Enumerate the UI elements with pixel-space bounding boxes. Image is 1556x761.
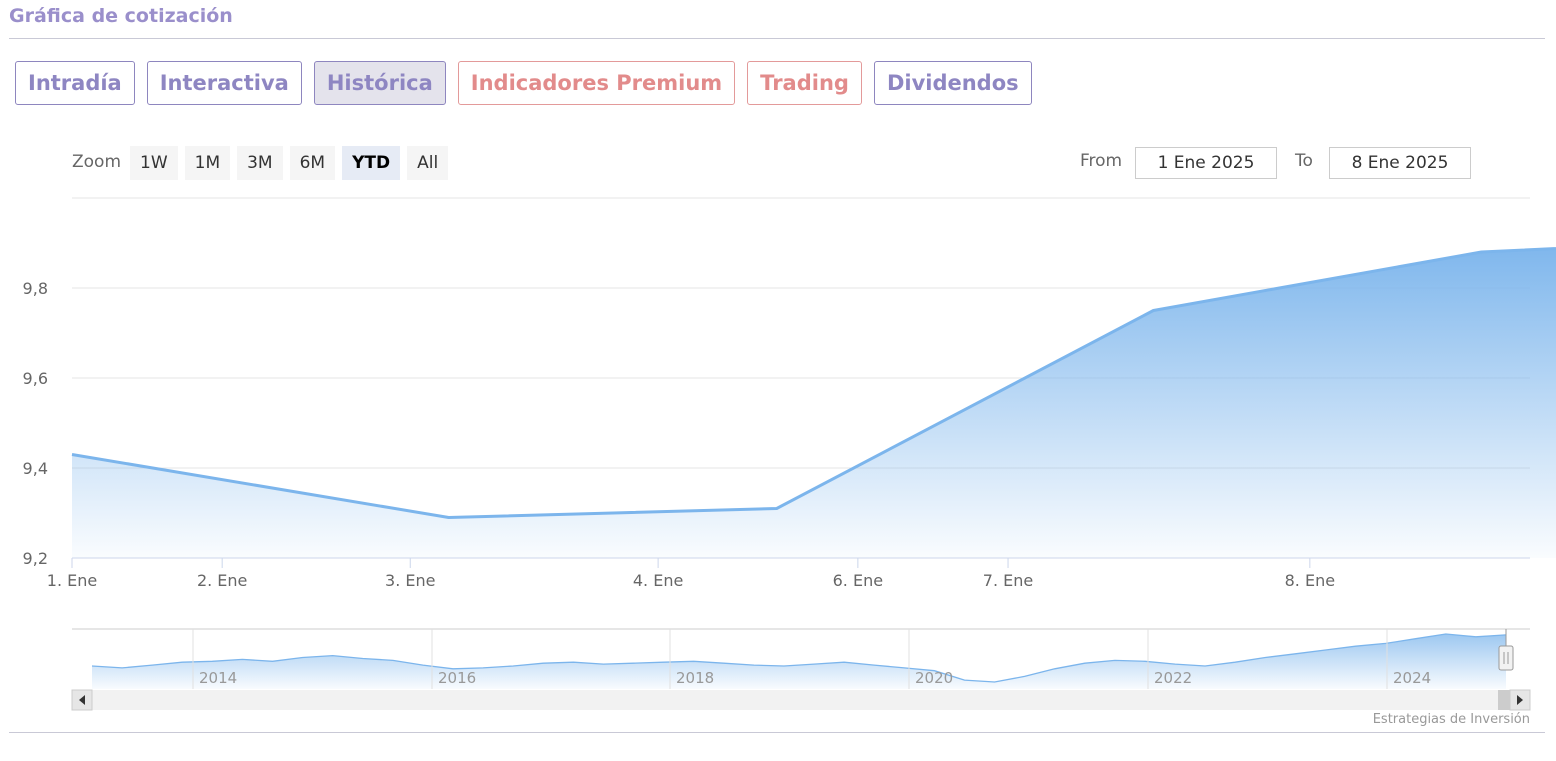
- x-tick-label: 8. Ene: [1285, 571, 1335, 590]
- navigator-area: [92, 634, 1506, 689]
- navigator-year-label: 2024: [1393, 669, 1431, 687]
- scroll-right-arrow-icon: [1517, 695, 1523, 705]
- navigator-line: [91, 633, 1507, 683]
- zoom-button-all[interactable]: All: [407, 146, 449, 180]
- navigator-year-label: 2016: [438, 669, 476, 687]
- y-tick-label: 9,8: [23, 279, 48, 298]
- zoom-buttons: 1W 1M 3M 6M YTD All: [130, 146, 449, 180]
- zoom-label: Zoom: [72, 152, 122, 172]
- zoom-button-1w[interactable]: 1W: [130, 146, 178, 180]
- scroll-right-button: [1509, 689, 1531, 711]
- to-label: To: [1295, 151, 1313, 171]
- navigator-year-label: 2020: [915, 669, 953, 687]
- x-tick-label: 2. Ene: [197, 571, 247, 590]
- navigator-year-label: 2022: [1154, 669, 1192, 687]
- chart-tabs: Intradía Interactiva Histórica Indicadores …: [15, 61, 1032, 105]
- tab-intradía[interactable]: Intradía: [15, 61, 135, 105]
- tab-histórica[interactable]: Histórica: [313, 61, 446, 105]
- zoom-button-3m[interactable]: 3M: [237, 146, 283, 180]
- x-tick-label: 6. Ene: [833, 571, 883, 590]
- navigator-year-label: 2014: [199, 669, 237, 687]
- tab-indicadores-premium[interactable]: Indicadores Premium: [457, 61, 736, 105]
- scrollbar-thumb: [1498, 690, 1510, 710]
- x-tick-label: 3. Ene: [385, 571, 435, 590]
- y-tick-label: 9,6: [23, 369, 48, 388]
- from-label: From: [1080, 151, 1123, 171]
- tab-trading[interactable]: Trading: [747, 61, 862, 105]
- navigator-handle: [1498, 645, 1514, 671]
- bottom-divider: [9, 732, 1545, 733]
- y-tick-label: 9,4: [23, 459, 48, 478]
- y-axis-labels: 9,2 9,4 9,6 9,8: [23, 279, 48, 568]
- zoom-button-1m[interactable]: 1M: [184, 146, 231, 180]
- zoom-button-6m[interactable]: 6M: [289, 146, 336, 180]
- navigator-year-label: 2018: [676, 669, 714, 687]
- zoom-button-ytd[interactable]: YTD: [342, 146, 401, 180]
- chart-credits[interactable]: Estrategias de Inversión: [1372, 712, 1530, 727]
- x-tick-label: 7. Ene: [983, 571, 1033, 590]
- from-date-input[interactable]: 1 Ene 2025: [1135, 147, 1277, 179]
- x-tick-label: 1. Ene: [47, 571, 97, 590]
- tab-interactiva[interactable]: Interactiva: [146, 61, 302, 105]
- tab-dividendos[interactable]: Dividendos: [873, 61, 1032, 105]
- scroll-left-button: [71, 689, 93, 711]
- scroll-left-arrow-icon: [79, 695, 85, 705]
- x-tick-label: 4. Ene: [633, 571, 683, 590]
- scrollbar-track: [72, 690, 1530, 710]
- series-line: [71, 247, 1556, 519]
- title-divider: [9, 38, 1545, 39]
- y-tick-label: 9,2: [23, 549, 48, 568]
- x-axis-labels: 1. Ene 2. Ene 3. Ene 4. Ene 6. Ene 7. Ene 8. E…: [47, 558, 1335, 590]
- navigator-background: [72, 629, 1530, 689]
- navigator: 2014 2016 2018 2020 2022 2024: [71, 628, 1531, 711]
- to-date-input[interactable]: 8 Ene 2025: [1329, 147, 1471, 179]
- section-title: Gráfica de cotización: [9, 5, 233, 27]
- series-area: [72, 248, 1556, 558]
- grid-lines: [72, 287, 1530, 469]
